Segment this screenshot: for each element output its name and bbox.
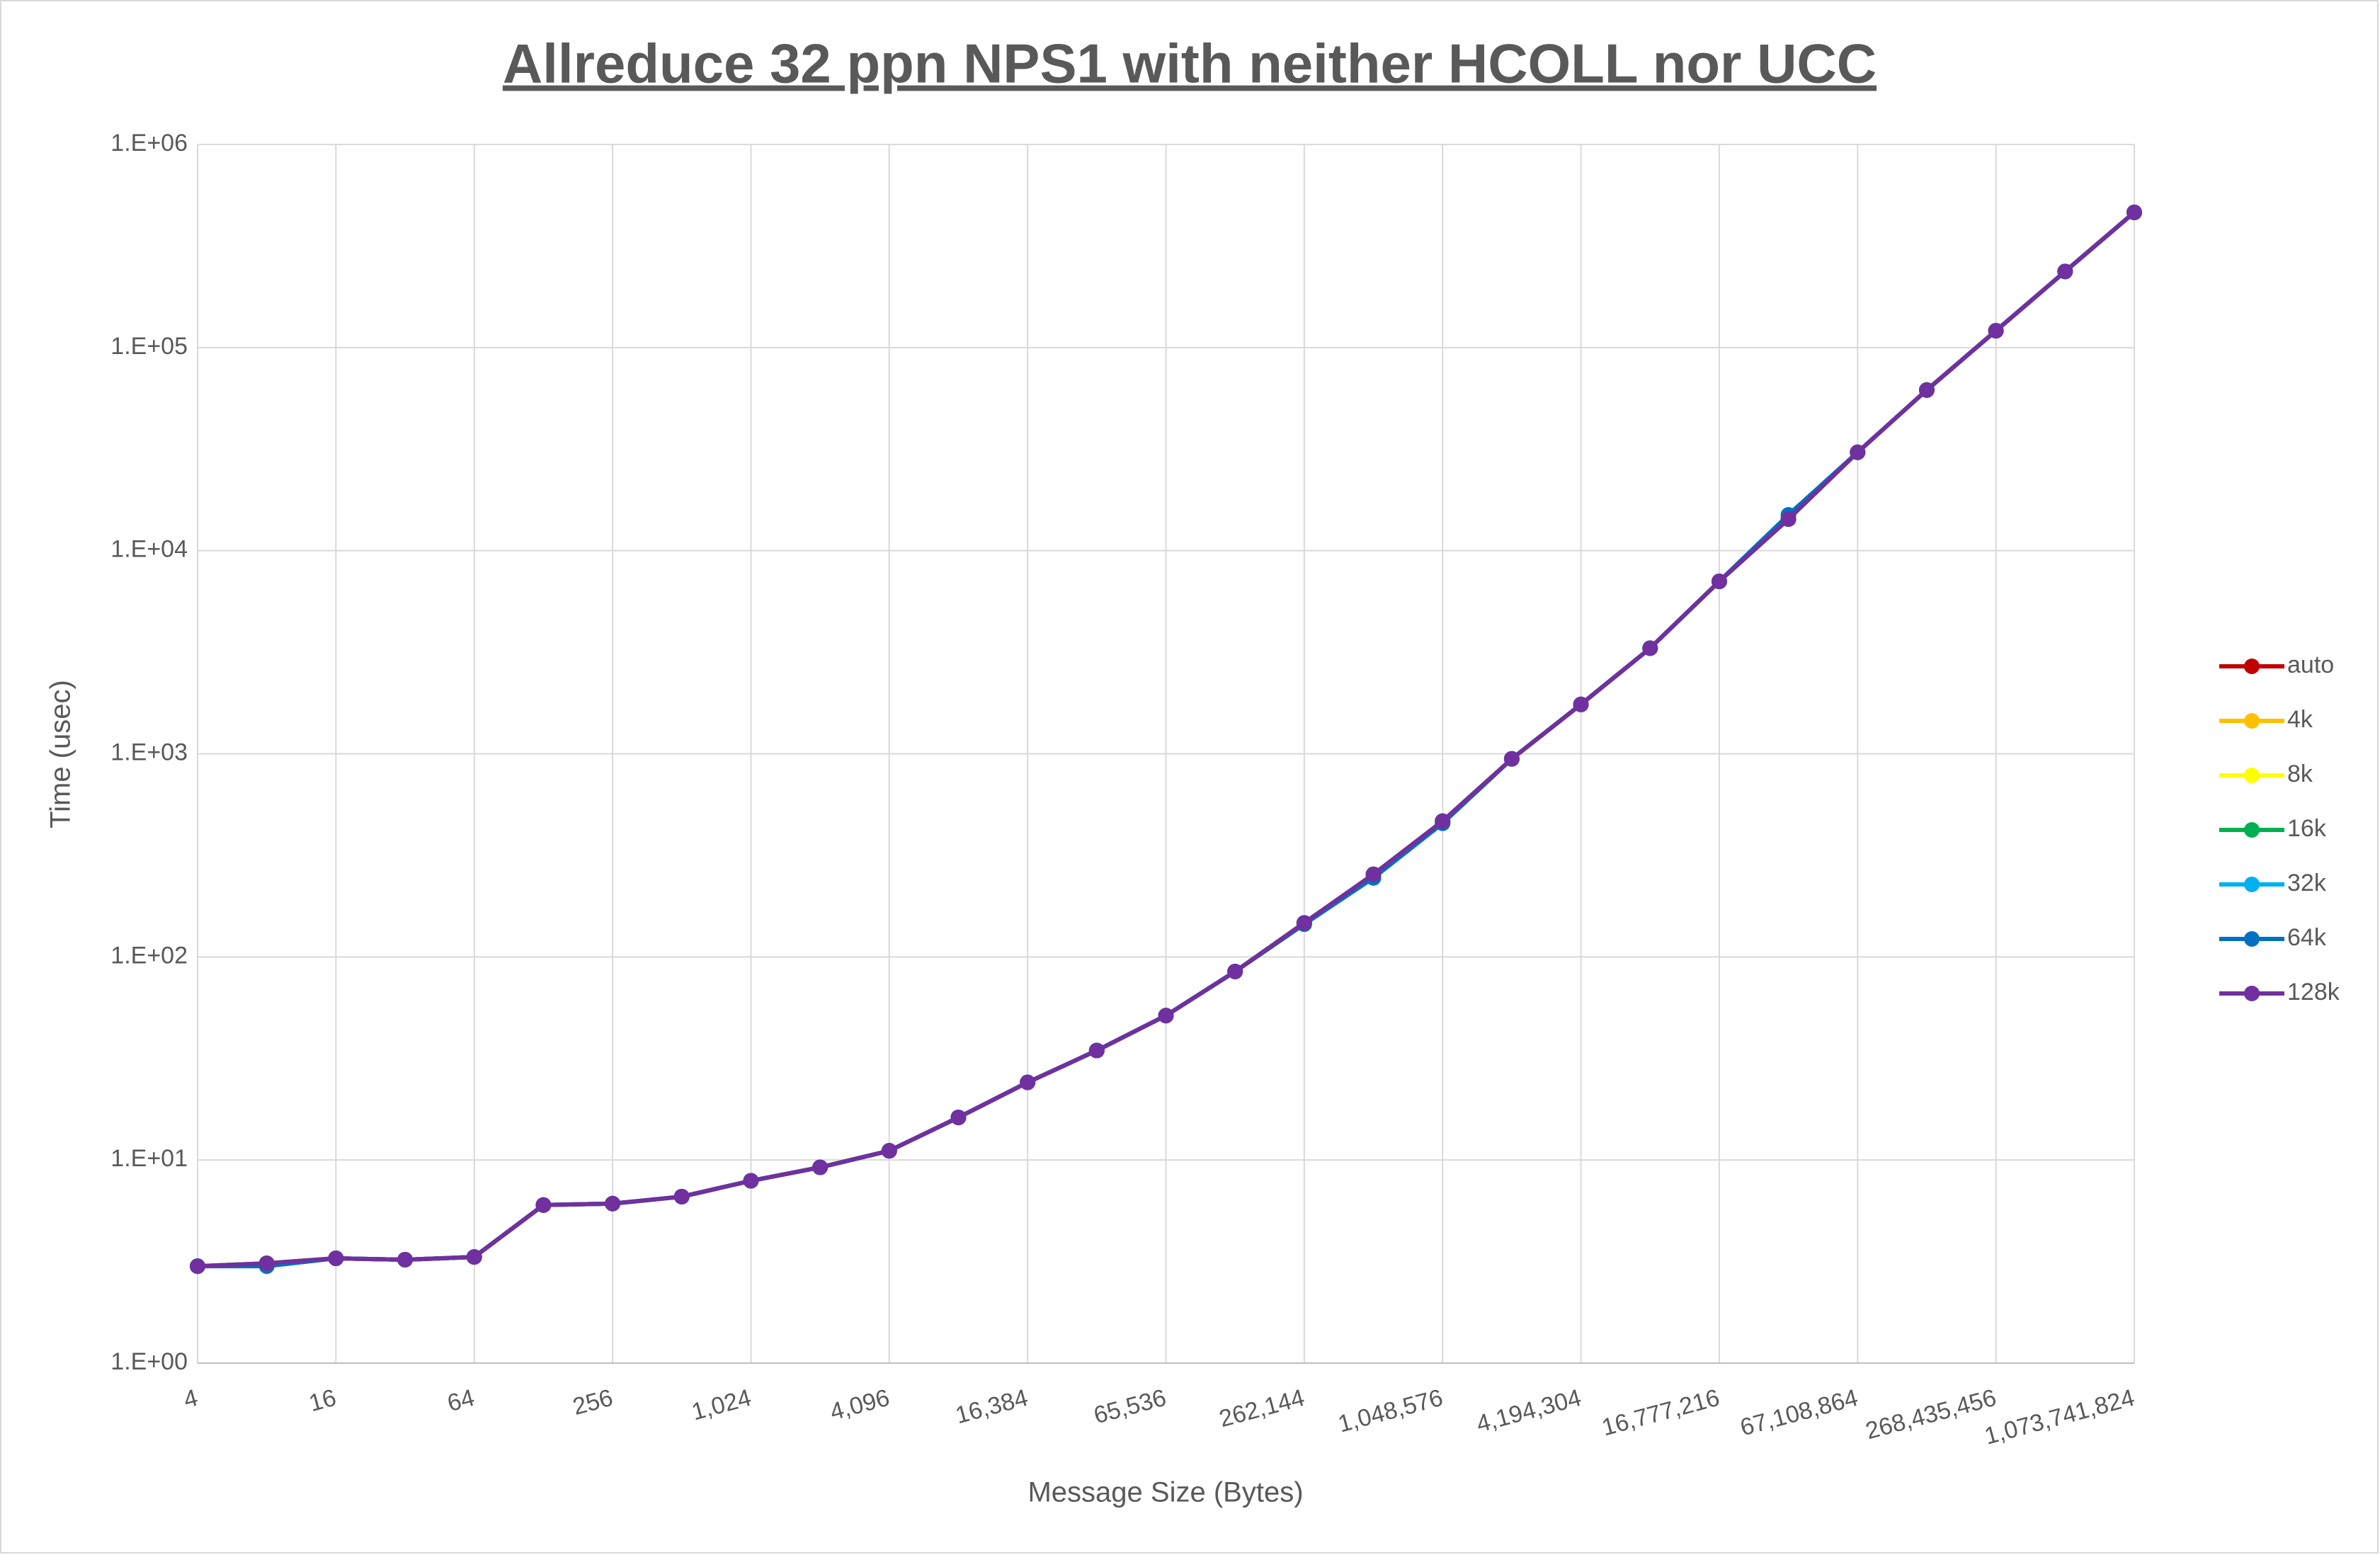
legend-label: 4k bbox=[2287, 706, 2313, 733]
legend-marker bbox=[2244, 986, 2260, 1001]
legend-marker bbox=[2244, 822, 2260, 838]
data-point bbox=[1088, 1042, 1105, 1059]
data-point bbox=[1435, 813, 1451, 829]
legend-label: 8k bbox=[2287, 761, 2313, 787]
y-tick-label: 1.E+05 bbox=[110, 333, 188, 360]
data-point bbox=[2126, 204, 2142, 220]
y-tick-label: 1.E+04 bbox=[110, 536, 188, 563]
data-point bbox=[1850, 444, 1866, 460]
data-point bbox=[2057, 263, 2073, 280]
y-tick-label: 1.E+02 bbox=[110, 942, 188, 969]
data-point bbox=[1503, 751, 1520, 767]
legend-marker bbox=[2244, 931, 2260, 947]
data-point bbox=[1918, 382, 1935, 398]
data-point bbox=[1988, 323, 2004, 339]
legend-label: 64k bbox=[2287, 924, 2327, 951]
y-tick-label: 1.E+06 bbox=[110, 130, 188, 156]
legend-label: 16k bbox=[2287, 815, 2327, 842]
y-tick-label: 1.E+01 bbox=[110, 1145, 188, 1172]
data-point bbox=[466, 1249, 482, 1265]
data-point bbox=[1227, 964, 1243, 980]
data-point bbox=[258, 1255, 275, 1272]
legend-label: auto bbox=[2287, 651, 2334, 678]
legend-label: 128k bbox=[2287, 979, 2340, 1006]
data-point bbox=[812, 1159, 829, 1175]
data-point bbox=[1780, 511, 1797, 528]
data-point bbox=[397, 1251, 414, 1268]
x-axis-title: Message Size (Bytes) bbox=[1027, 1477, 1303, 1508]
y-axis-title: Time (usec) bbox=[45, 680, 76, 828]
data-point bbox=[1158, 1008, 1174, 1024]
chart-title: Allreduce 32 ppn NPS1 with neither HCOLL… bbox=[503, 33, 1877, 95]
data-point bbox=[328, 1251, 344, 1267]
data-point bbox=[1365, 866, 1382, 882]
y-tick-label: 1.E+00 bbox=[110, 1348, 188, 1375]
legend-marker bbox=[2244, 768, 2260, 783]
data-point bbox=[881, 1143, 897, 1159]
data-point bbox=[673, 1188, 690, 1204]
legend-marker bbox=[2244, 713, 2260, 729]
data-point bbox=[605, 1195, 621, 1212]
data-point bbox=[1296, 915, 1312, 931]
data-point bbox=[1711, 574, 1727, 590]
data-point bbox=[535, 1197, 552, 1213]
legend-label: 32k bbox=[2287, 870, 2327, 896]
data-point bbox=[1642, 640, 1658, 656]
legend-marker bbox=[2244, 659, 2260, 674]
legend-marker bbox=[2244, 877, 2260, 892]
data-point bbox=[190, 1258, 205, 1275]
data-point bbox=[1020, 1074, 1036, 1090]
data-point bbox=[1573, 696, 1589, 712]
data-point bbox=[950, 1110, 967, 1126]
y-tick-label: 1.E+03 bbox=[110, 739, 188, 765]
data-point bbox=[743, 1173, 759, 1189]
